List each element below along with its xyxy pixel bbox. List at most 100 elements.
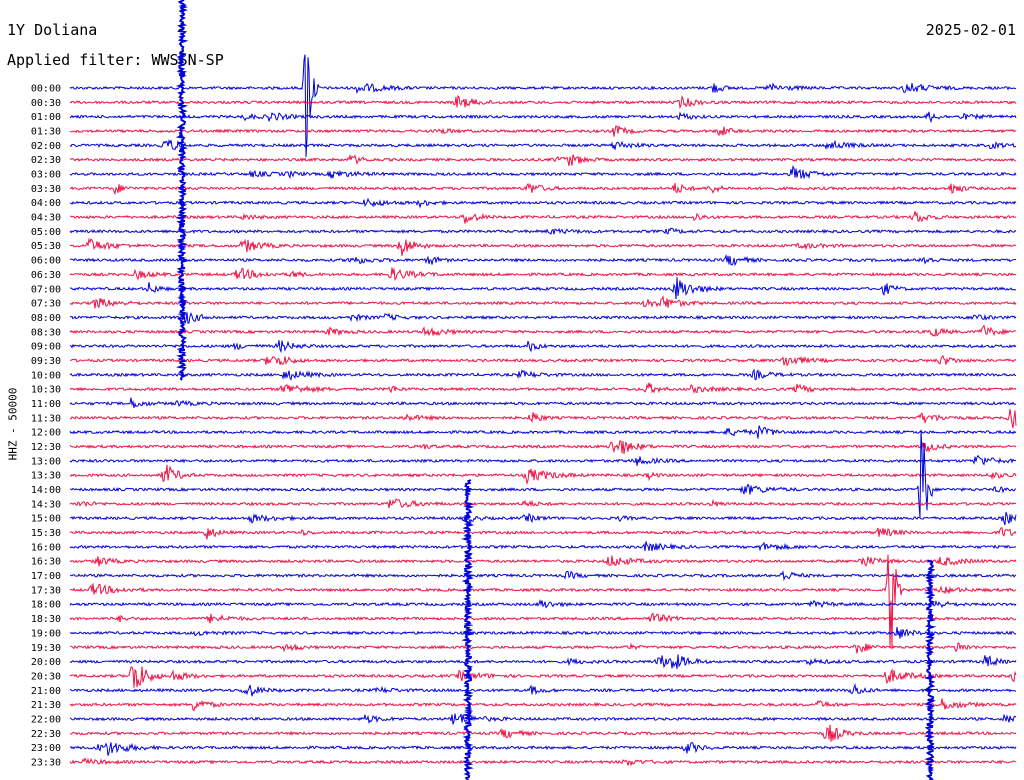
time-tick-label: 01:00: [31, 112, 61, 123]
time-tick-label: 08:30: [31, 327, 61, 338]
trace-row: [69, 253, 1017, 267]
time-tick-label: 03:30: [31, 184, 61, 195]
trace-row: [69, 713, 1017, 725]
time-tick-label: 17:30: [31, 585, 61, 596]
trace-row: [70, 355, 1017, 367]
trace-row: [69, 227, 1017, 235]
trace-row: [69, 654, 1017, 670]
time-tick-label: 02:30: [31, 155, 61, 166]
time-tick-label: 22:00: [31, 714, 61, 725]
time-tick-label: 19:30: [31, 643, 61, 654]
time-tick-label: 21:30: [31, 700, 61, 711]
trace-row: [69, 124, 1017, 137]
time-tick-label: 12:00: [31, 428, 61, 439]
time-tick-label: 03:00: [31, 170, 61, 181]
time-tick-label: 17:00: [31, 571, 61, 582]
trace-row: [69, 397, 1017, 409]
time-tick-label: 13:00: [31, 456, 61, 467]
time-tick-label: 15:30: [31, 528, 61, 539]
time-tick-label: 23:00: [31, 743, 61, 754]
time-tick-label: 07:00: [31, 284, 61, 295]
trace-row: [69, 757, 1017, 767]
time-tick-label: 02:00: [31, 141, 61, 152]
trace-row: [69, 554, 1017, 649]
trace-row: [69, 111, 1017, 124]
trace-row: [69, 724, 1017, 742]
time-tick-label: 04:00: [31, 198, 61, 209]
time-tick-label: 09:30: [31, 356, 61, 367]
trace-row: [69, 408, 1017, 429]
trace-row: [69, 440, 1017, 455]
trace-row: [69, 511, 1017, 526]
trace-row: [69, 555, 1017, 567]
time-tick-label: 00:30: [31, 98, 61, 109]
trace-row: [69, 153, 1017, 167]
event-streak: [175, 0, 189, 381]
time-tick-label: 20:00: [31, 657, 61, 668]
trace-row: [69, 569, 1017, 582]
time-tick-label: 07:30: [31, 299, 61, 310]
trace-row: [69, 277, 1017, 300]
trace-row: [69, 267, 1017, 281]
time-tick-label: 05:00: [31, 227, 61, 238]
filter-label: Applied filter: WWSSN-SP: [7, 51, 224, 69]
time-tick-label: 23:30: [31, 757, 61, 768]
time-tick-label: 05:30: [31, 241, 61, 252]
trace-row: [69, 324, 1017, 337]
time-tick-label: 10:00: [31, 370, 61, 381]
trace-row: [69, 742, 1017, 756]
time-tick-label: 12:30: [31, 442, 61, 453]
time-tick-label: 14:00: [31, 485, 61, 496]
trace-row: [69, 237, 1017, 256]
time-tick-label: 10:30: [31, 385, 61, 396]
trace-row: [69, 94, 1017, 110]
time-tick-label: 14:30: [31, 499, 61, 510]
time-tick-label: 16:30: [31, 557, 61, 568]
time-tick-label: 11:30: [31, 413, 61, 424]
trace-row: [69, 429, 1017, 518]
event-streak: [461, 479, 475, 780]
trace-row: [69, 666, 1017, 688]
trace-group: [69, 0, 1017, 780]
time-tick-label: 06:00: [31, 256, 61, 267]
time-label-group: 00:00 00:30 01:00 01:30 02:00 02:30 03:00 03:30…: [31, 84, 61, 769]
trace-row: [69, 211, 1017, 224]
trace-row: [69, 165, 1017, 180]
trace-row: [69, 642, 1017, 654]
time-tick-label: 18:00: [31, 600, 61, 611]
trace-row: [69, 340, 1017, 354]
trace-row: [69, 454, 1017, 466]
trace-row: [69, 54, 1017, 158]
time-tick-label: 19:00: [31, 628, 61, 639]
trace-row: [69, 197, 1017, 209]
trace-row: [69, 599, 1017, 609]
trace-row: [69, 368, 1017, 381]
trace-row: [69, 541, 1017, 552]
trace-row: [69, 138, 1017, 151]
trace-row: [69, 295, 1017, 309]
trace-row: [69, 612, 1017, 624]
time-tick-label: 20:30: [31, 671, 61, 682]
station-title: 1Y Doliana: [7, 21, 98, 39]
trace-row: [69, 464, 1017, 486]
trace-row: [69, 425, 1017, 439]
trace-row: [69, 182, 1017, 196]
trace-row: [69, 626, 1017, 639]
time-tick-label: 04:30: [31, 213, 61, 224]
time-tick-label: 22:30: [31, 729, 61, 740]
time-tick-label: 16:00: [31, 542, 61, 553]
time-tick-label: 06:30: [31, 270, 61, 281]
date-label: 2025-02-01: [925, 21, 1016, 39]
time-tick-label: 11:00: [31, 399, 61, 410]
time-tick-label: 13:30: [31, 471, 61, 482]
time-tick-label: 01:30: [31, 127, 61, 138]
trace-row: [69, 311, 1017, 326]
trace-row: [69, 498, 1017, 509]
trace-row: [69, 698, 1017, 712]
time-tick-label: 00:00: [31, 84, 61, 95]
time-tick-label: 08:00: [31, 313, 61, 324]
trace-row: [69, 382, 1017, 395]
trace-row: [69, 527, 1017, 540]
trace-row: [69, 682, 1017, 697]
